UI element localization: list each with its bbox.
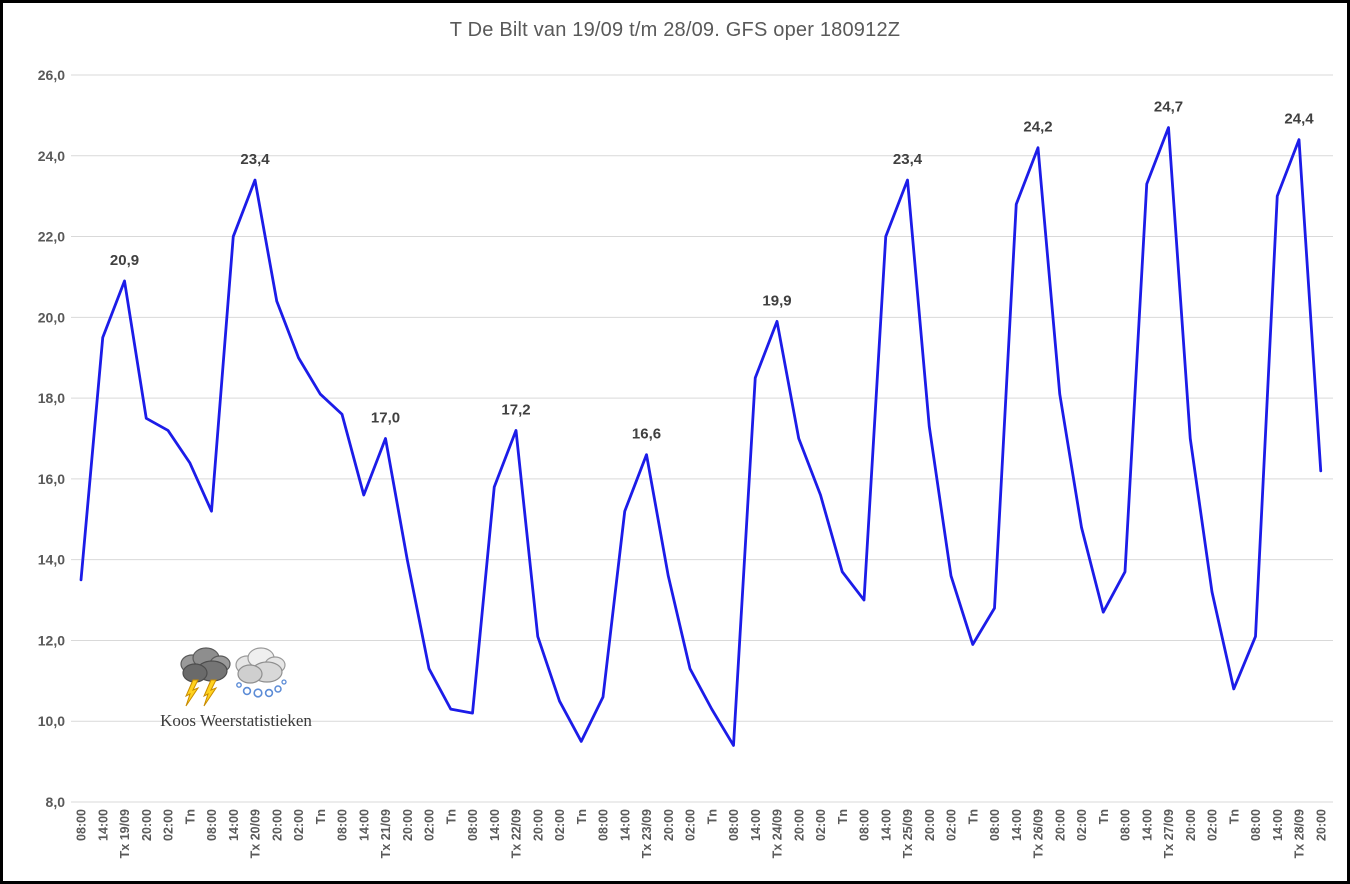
x-axis-labels-group: 08:00 14:00 Tx 19/09 20:00 02:00 Tn 08:00 14:00… <box>75 809 1329 858</box>
chart-title: T De Bilt van 19/09 t/m 28/09. GFS oper … <box>449 19 901 41</box>
x-axis-tick-label: 02:00 <box>1206 809 1220 841</box>
peak-data-label: 24,4 <box>1284 111 1314 128</box>
x-axis-tick-label: 20:00 <box>1184 809 1198 841</box>
x-axis-tick-label: 08:00 <box>205 809 219 841</box>
data-labels-group: 20,9 23,4 17,0 17,2 16,6 19,9 23,4 24,2 24,7 24,4 <box>110 99 1314 443</box>
x-axis-tick-label: Tx 20/09 <box>249 809 263 858</box>
x-axis-tick-label: 14:00 <box>749 809 763 841</box>
temperature-series-line <box>79 126 1323 747</box>
x-axis-tick-label: 14:00 <box>1271 809 1285 841</box>
x-axis-tick-label: 08:00 <box>336 809 350 841</box>
x-axis-tick-label: Tx 22/09 <box>510 809 524 858</box>
x-axis-tick-label: Tn <box>575 809 589 824</box>
temperature-line-chart: 26,024,022,020,018,016,014,012,010,08,0 … <box>38 67 1333 858</box>
x-axis-tick-label: 14:00 <box>96 809 110 841</box>
gridlines-group <box>71 74 1333 803</box>
peak-data-label: 16,6 <box>632 426 661 443</box>
series-group <box>79 126 1323 747</box>
x-axis-tick-label: 02:00 <box>684 809 698 841</box>
x-axis-tick-label: 02:00 <box>162 809 176 841</box>
x-axis-tick-label: Tx 27/09 <box>1162 809 1176 858</box>
peak-data-label: 17,0 <box>371 410 400 427</box>
x-axis-tick-label: 14:00 <box>618 809 632 841</box>
peak-data-label: 19,9 <box>762 292 791 309</box>
x-axis-tick-label: Tn <box>444 809 458 824</box>
x-axis-tick-label: 02:00 <box>292 809 306 841</box>
x-axis-tick-label: Tn <box>1097 809 1111 824</box>
x-axis-tick-label: 20:00 <box>401 809 415 841</box>
x-axis-tick-label: 14:00 <box>1140 809 1154 841</box>
x-axis-tick-label: 08:00 <box>858 809 872 841</box>
watermark: Koos Weerstatistieken <box>160 647 312 730</box>
x-axis-tick-label: 08:00 <box>466 809 480 841</box>
x-axis-tick-label: 14:00 <box>879 809 893 841</box>
x-axis-tick-label: Tn <box>314 809 328 824</box>
x-axis-tick-label: 20:00 <box>1053 809 1067 841</box>
x-axis-tick-label: 02:00 <box>814 809 828 841</box>
lightning-bolt-icon <box>184 679 200 707</box>
x-axis-tick-label: 20:00 <box>923 809 937 841</box>
x-axis-tick-label: Tx 26/09 <box>1032 809 1046 858</box>
x-axis-tick-label: Tx 28/09 <box>1293 809 1307 858</box>
lightning-bolt-icon <box>202 679 218 707</box>
x-axis-tick-label: 14:00 <box>1010 809 1024 841</box>
y-axis-tick-label: 26,0 <box>38 67 65 83</box>
y-axis-tick-label: 20,0 <box>38 309 65 325</box>
x-axis-tick-label: 08:00 <box>988 809 1002 841</box>
x-axis-tick-label: 08:00 <box>1249 809 1263 841</box>
x-axis-tick-label: Tx 24/09 <box>771 809 785 858</box>
x-axis-tick-label: 08:00 <box>75 809 89 841</box>
peak-data-label: 23,4 <box>240 151 270 168</box>
y-axis-tick-label: 14,0 <box>38 552 65 568</box>
storm-cloud-icon <box>180 647 231 707</box>
y-axis-tick-label: 12,0 <box>38 632 65 648</box>
peak-data-label: 23,4 <box>893 151 923 168</box>
x-axis-tick-label: Tx 21/09 <box>379 809 393 858</box>
x-axis-tick-label: 20:00 <box>662 809 676 841</box>
y-axis-tick-label: 10,0 <box>38 713 65 729</box>
x-axis-tick-label: Tx 23/09 <box>640 809 654 858</box>
x-axis-tick-label: 20:00 <box>531 809 545 841</box>
x-axis-tick-label: Tx 25/09 <box>901 809 915 858</box>
x-axis-tick-label: 02:00 <box>1075 809 1089 841</box>
x-axis-tick-label: 08:00 <box>597 809 611 841</box>
y-axis-tick-label: 22,0 <box>38 229 65 245</box>
x-axis-tick-label: 08:00 <box>727 809 741 841</box>
x-axis-tick-label: 14:00 <box>227 809 241 841</box>
x-axis-tick-label: Tx 19/09 <box>118 809 132 858</box>
x-axis-tick-label: 02:00 <box>423 809 437 841</box>
peak-data-label: 20,9 <box>110 252 139 269</box>
x-axis-tick-label: Tn <box>836 809 850 824</box>
y-axis-tick-label: 18,0 <box>38 390 65 406</box>
peak-data-label: 24,7 <box>1154 99 1183 116</box>
x-axis-tick-label: 14:00 <box>357 809 371 841</box>
y-axis-labels-group: 26,0 24,0 22,0 20,0 18,0 16,0 14,0 12,0 10,0 8,0 <box>38 67 65 810</box>
x-axis-tick-label: Tn <box>1227 809 1241 824</box>
x-axis-tick-label: 20:00 <box>1314 809 1328 841</box>
x-axis-tick-label: 14:00 <box>488 809 502 841</box>
x-axis-tick-label: Tn <box>705 809 719 824</box>
hail-cloud-icon <box>235 647 287 698</box>
y-axis-tick-label: 16,0 <box>38 471 65 487</box>
y-axis-tick-label: 24,0 <box>38 148 65 164</box>
x-axis-tick-label: Tn <box>183 809 197 824</box>
x-axis-tick-label: 20:00 <box>140 809 154 841</box>
x-axis-tick-label: Tn <box>966 809 980 824</box>
watermark-text: Koos Weerstatistieken <box>160 711 312 730</box>
x-axis-tick-label: 02:00 <box>553 809 567 841</box>
x-axis-tick-label: 20:00 <box>270 809 284 841</box>
peak-data-label: 17,2 <box>501 401 530 418</box>
y-axis-tick-label: 8,0 <box>46 794 66 810</box>
x-axis-tick-label: 08:00 <box>1119 809 1133 841</box>
x-axis-tick-label: 20:00 <box>792 809 806 841</box>
x-axis-tick-label: 02:00 <box>945 809 959 841</box>
peak-data-label: 24,2 <box>1023 119 1052 136</box>
